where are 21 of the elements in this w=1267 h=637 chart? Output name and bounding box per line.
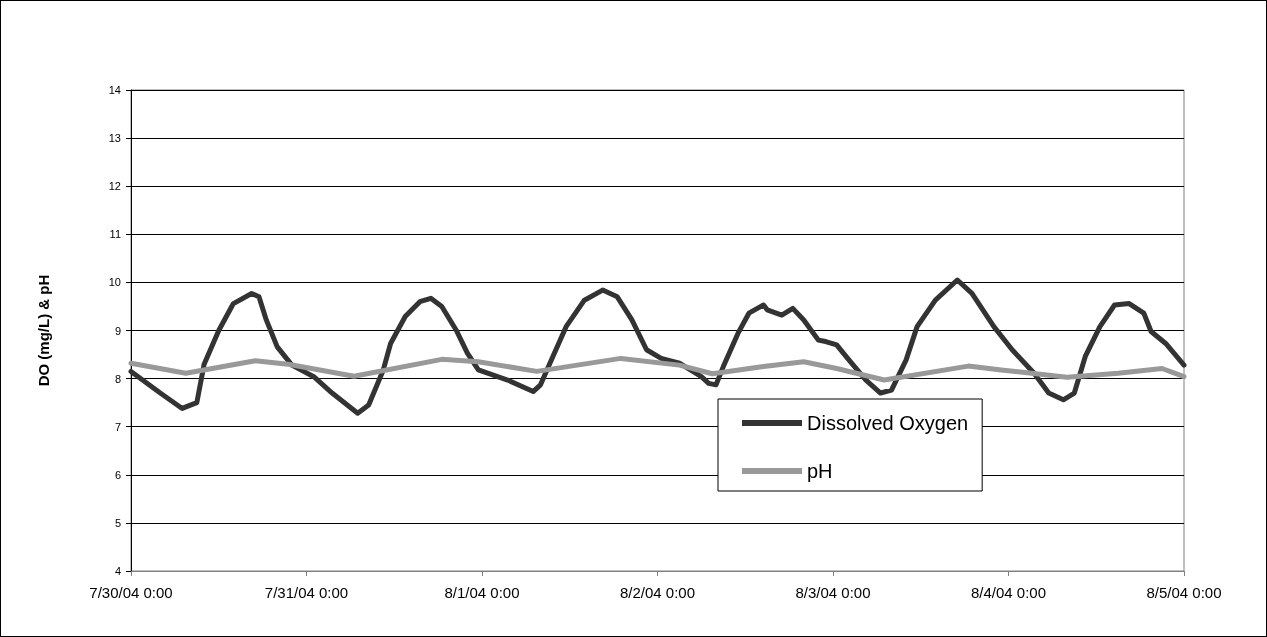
x-tick-label: 8/2/04 0:00 xyxy=(619,584,696,601)
y-tick-label: 7 xyxy=(114,420,121,433)
x-tick-label: 8/1/04 0:00 xyxy=(444,584,520,601)
y-tick-label: 6 xyxy=(114,468,121,481)
y-tick-label: 14 xyxy=(108,84,121,96)
y-tick-label: 5 xyxy=(114,516,121,529)
y-tick-label: 12 xyxy=(108,180,121,193)
x-tick-label: 8/5/04 0:00 xyxy=(1146,584,1222,601)
y-tick-label: 10 xyxy=(108,276,121,289)
y-tick-label: 13 xyxy=(108,132,121,145)
x-tick-label: 7/31/04 0:00 xyxy=(264,584,349,601)
y-tick-label: 9 xyxy=(114,324,121,337)
legend-label: pH xyxy=(807,460,833,482)
x-tick-label: 8/4/04 0:00 xyxy=(970,584,1047,601)
y-axis-title: DO (mg/L) & pH xyxy=(35,274,52,387)
x-tick-label: 8/3/04 0:00 xyxy=(795,584,871,601)
legend-label: Dissolved Oxygen xyxy=(807,412,969,434)
x-tick-label: 7/30/04 0:00 xyxy=(89,584,173,601)
y-tick-label: 11 xyxy=(109,228,121,241)
y-tick-label: 8 xyxy=(114,372,121,385)
y-tick-label: 4 xyxy=(114,565,121,577)
